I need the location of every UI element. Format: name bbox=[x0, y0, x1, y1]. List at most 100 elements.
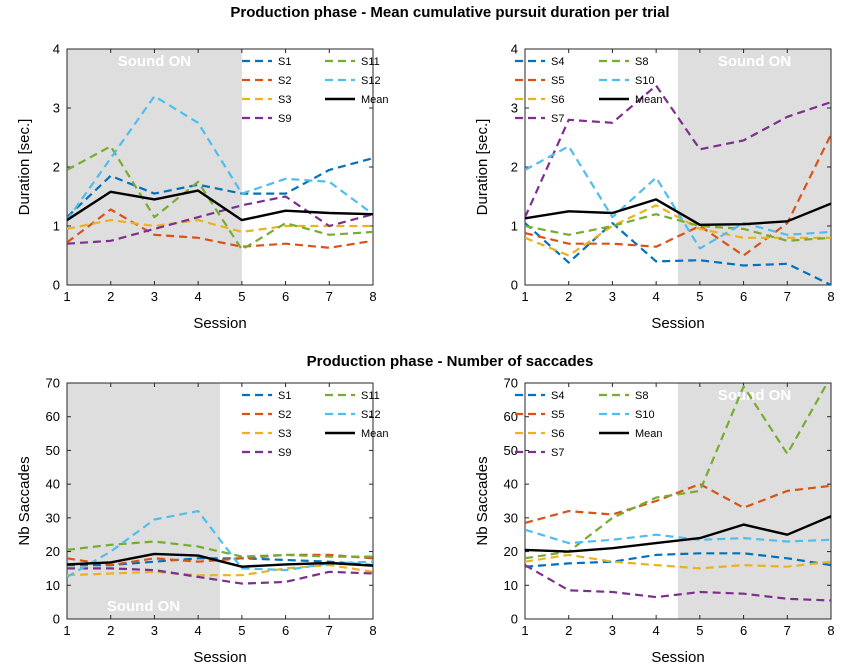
saccades-right-axes-box bbox=[524, 382, 832, 620]
duration-left-sound-on-region bbox=[67, 49, 242, 285]
series-line-saccades-right-s8 bbox=[525, 383, 829, 560]
saccades-right-y-tick-label: 40 bbox=[504, 477, 518, 492]
legend-label-duration-right-s8: S8 bbox=[635, 56, 648, 68]
saccades-left-x-tick-label: 4 bbox=[195, 623, 202, 638]
saccades-left-y-tick-label: 0 bbox=[53, 612, 60, 627]
saccades-left-x-tick-label: 8 bbox=[369, 623, 376, 638]
legend-label-duration-right-s5: S5 bbox=[551, 75, 564, 87]
saccades-left-x-tick-label: 2 bbox=[107, 623, 114, 638]
duration-right-x-axis-label: Session bbox=[651, 315, 704, 332]
duration-left-y-tick-label: 3 bbox=[53, 101, 60, 116]
saccades-right-x-tick-label: 5 bbox=[696, 623, 703, 638]
saccades-right-y-axis-label: Nb Saccades bbox=[474, 456, 491, 545]
saccades-left-y-tick-label: 50 bbox=[46, 443, 60, 458]
legend-label-duration-left-s2: S2 bbox=[278, 75, 291, 87]
saccades-left-y-tick-label: 60 bbox=[46, 409, 60, 424]
series-line-duration-left-s12 bbox=[67, 95, 373, 221]
legend-label-duration-left-s3: S3 bbox=[278, 94, 291, 106]
legend-label-saccades-left-s1: S1 bbox=[278, 390, 291, 402]
saccades-left-x-tick-label: 5 bbox=[238, 623, 245, 638]
duration-left-x-tick-label: 2 bbox=[107, 289, 114, 304]
duration-right-x-tick-label: 7 bbox=[784, 289, 791, 304]
duration-left-x-tick-label: 6 bbox=[282, 289, 289, 304]
series-line-duration-left-s1 bbox=[67, 157, 373, 218]
duration-right-x-tick-label: 5 bbox=[696, 289, 703, 304]
duration-left-x-tick-label: 5 bbox=[238, 289, 245, 304]
saccades-left-y-tick-label: 30 bbox=[46, 510, 60, 525]
saccades-right-x-tick-label: 8 bbox=[827, 623, 834, 638]
duration-right-x-tick-label: 8 bbox=[827, 289, 834, 304]
duration-right-y-tick-label: 1 bbox=[511, 219, 518, 234]
legend-label-duration-left-mean: Mean bbox=[361, 94, 389, 106]
duration-right-x-tick-label: 6 bbox=[740, 289, 747, 304]
legend-label-saccades-left-s11: S11 bbox=[361, 390, 380, 402]
saccades-right-series-group bbox=[525, 383, 831, 602]
saccades-right-x-tick-label: 6 bbox=[740, 623, 747, 638]
duration-right-y-tick-label: 2 bbox=[511, 160, 518, 175]
duration-right-sound-on-region bbox=[678, 49, 831, 285]
saccades-right-x-tick-label: 7 bbox=[784, 623, 791, 638]
series-line-duration-right-mean bbox=[525, 198, 831, 227]
legend-label-duration-right-s6: S6 bbox=[551, 94, 564, 106]
saccades-left-axes-box bbox=[66, 382, 374, 620]
duration-right-y-tick-label: 0 bbox=[511, 278, 518, 293]
saccades-right-y-tick-label: 50 bbox=[504, 443, 518, 458]
saccades-left-series-group bbox=[67, 510, 373, 585]
series-line-saccades-left-mean bbox=[67, 552, 373, 568]
saccades-left-y-axis-label: Nb Saccades bbox=[16, 456, 33, 545]
duration-right-y-tick-label: 4 bbox=[511, 42, 518, 57]
saccades-left-x-tick-label: 3 bbox=[151, 623, 158, 638]
saccades-left-x-tick-label: 7 bbox=[326, 623, 333, 638]
series-line-duration-left-s11 bbox=[67, 145, 373, 251]
legend-label-saccades-right-s8: S8 bbox=[635, 390, 648, 402]
legend-label-duration-left-s11: S11 bbox=[361, 56, 380, 68]
saccades-right-y-tick-label: 30 bbox=[504, 510, 518, 525]
series-line-duration-right-s8 bbox=[525, 213, 831, 242]
duration-left-x-tick-label: 8 bbox=[369, 289, 376, 304]
saccades-right-x-tick-label: 3 bbox=[609, 623, 616, 638]
saccades-right-x-tick-label: 1 bbox=[521, 623, 528, 638]
top-row-title: Production phase - Mean cumulative pursu… bbox=[230, 4, 669, 21]
duration-right-x-tick-label: 4 bbox=[653, 289, 660, 304]
legend-label-saccades-right-s7: S7 bbox=[551, 447, 564, 459]
saccades-left-y-tick-label: 10 bbox=[46, 578, 60, 593]
saccades-right-y-tick-label: 20 bbox=[504, 544, 518, 559]
duration-left-x-tick-label: 3 bbox=[151, 289, 158, 304]
legend-label-saccades-left-mean: Mean bbox=[361, 428, 389, 440]
legend-label-duration-left-s9: S9 bbox=[278, 113, 291, 125]
duration-right-y-axis-label: Duration [sec.] bbox=[474, 119, 491, 216]
bottom-row-title: Production phase - Number of saccades bbox=[307, 353, 594, 370]
duration-right-x-tick-label: 1 bbox=[521, 289, 528, 304]
legend-label-duration-left-s12: S12 bbox=[361, 75, 381, 87]
duration-left-y-tick-label: 1 bbox=[53, 219, 60, 234]
legend-label-duration-right-s7: S7 bbox=[551, 113, 564, 125]
saccades-right-y-tick-label: 60 bbox=[504, 409, 518, 424]
legend-label-saccades-left-s9: S9 bbox=[278, 447, 291, 459]
saccades-right-y-tick-label: 10 bbox=[504, 578, 518, 593]
saccades-right-x-axis-label: Session bbox=[651, 649, 704, 666]
duration-left-y-axis-label: Duration [sec.] bbox=[16, 119, 33, 216]
saccades-right-y-tick-label: 70 bbox=[504, 376, 518, 391]
saccades-left-sound-on-label: Sound ON bbox=[107, 598, 180, 615]
series-line-duration-right-s4 bbox=[525, 222, 831, 285]
series-line-duration-left-mean bbox=[67, 189, 373, 222]
series-line-saccades-right-s7 bbox=[525, 564, 831, 602]
saccades-right-x-tick-label: 4 bbox=[653, 623, 660, 638]
series-line-saccades-right-s5 bbox=[525, 483, 831, 524]
legend-label-duration-left-s1: S1 bbox=[278, 56, 291, 68]
series-line-saccades-right-mean bbox=[525, 515, 831, 553]
duration-left-x-axis-label: Session bbox=[193, 315, 246, 332]
duration-right-sound-on-label: Sound ON bbox=[718, 53, 791, 70]
series-line-duration-right-s5 bbox=[525, 134, 831, 257]
saccades-left-y-tick-label: 40 bbox=[46, 477, 60, 492]
saccades-left-x-tick-label: 1 bbox=[63, 623, 70, 638]
legend-label-saccades-left-s3: S3 bbox=[278, 428, 291, 440]
duration-left-series-group bbox=[67, 95, 373, 251]
legend-label-duration-right-s10: S10 bbox=[635, 75, 655, 87]
saccades-left-y-tick-label: 20 bbox=[46, 544, 60, 559]
legend-label-saccades-left-s2: S2 bbox=[278, 409, 291, 421]
legend-label-saccades-right-mean: Mean bbox=[635, 428, 663, 440]
legend-label-saccades-right-s10: S10 bbox=[635, 409, 655, 421]
